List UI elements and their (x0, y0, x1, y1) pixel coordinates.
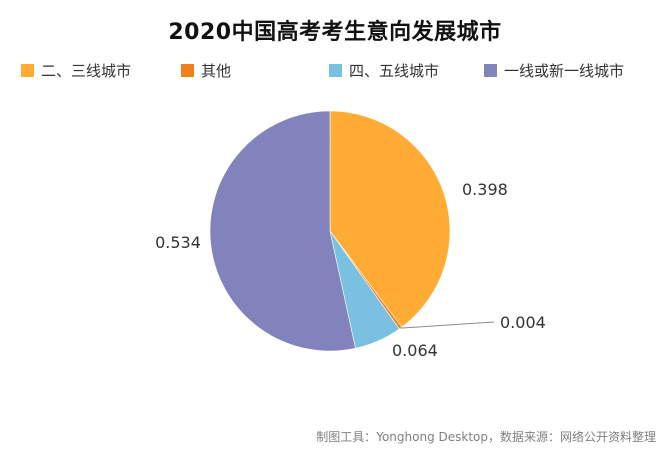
legend: 二、三线城市 其他 四、五线城市 一线或新一线城市 (0, 58, 670, 82)
legend-item-other[interactable]: 其他 (181, 58, 231, 82)
pie-data-labels: 0.398 0.004 0.064 0.534 (155, 180, 546, 360)
pie-slices (209, 110, 451, 352)
data-label-tier1-new-tier1-cities: 0.534 (155, 233, 201, 252)
legend-label-tier1-new-tier1-cities: 一线或新一线城市 (504, 61, 625, 80)
legend-item-tier2-3-cities[interactable]: 二、三线城市 (21, 58, 131, 82)
footer-source: 制图工具：Yonghong Desktop，数据来源：网络公开资料整理 (316, 430, 656, 444)
legend-label-other: 其他 (201, 61, 232, 80)
legend-label-tier2-3-cities: 二、三线城市 (41, 61, 132, 80)
data-label-tier4-5-cities: 0.064 (392, 341, 438, 360)
data-label-other: 0.004 (500, 313, 546, 332)
leader-line-other (400, 321, 495, 329)
pie-slice-tier2-3-cities[interactable] (329, 110, 451, 328)
legend-swatch-tier1-new-tier1-cities (484, 63, 497, 77)
pie-leader-lines (400, 321, 495, 329)
pie-slice-tier1-new-tier1-cities[interactable] (209, 110, 356, 352)
legend-swatch-tier2-3-cities (21, 63, 34, 77)
data-label-tier2-3-cities: 0.398 (462, 180, 508, 199)
chart-title: 2020中国高考考生意向发展城市 (168, 20, 502, 45)
legend-item-tier4-5-cities[interactable]: 四、五线城市 (329, 58, 439, 82)
legend-label-tier4-5-cities: 四、五线城市 (349, 61, 440, 80)
legend-item-tier1-new-tier1-cities[interactable]: 一线或新一线城市 (484, 58, 624, 82)
legend-swatch-tier4-5-cities (329, 63, 342, 77)
legend-swatch-other (181, 63, 194, 77)
